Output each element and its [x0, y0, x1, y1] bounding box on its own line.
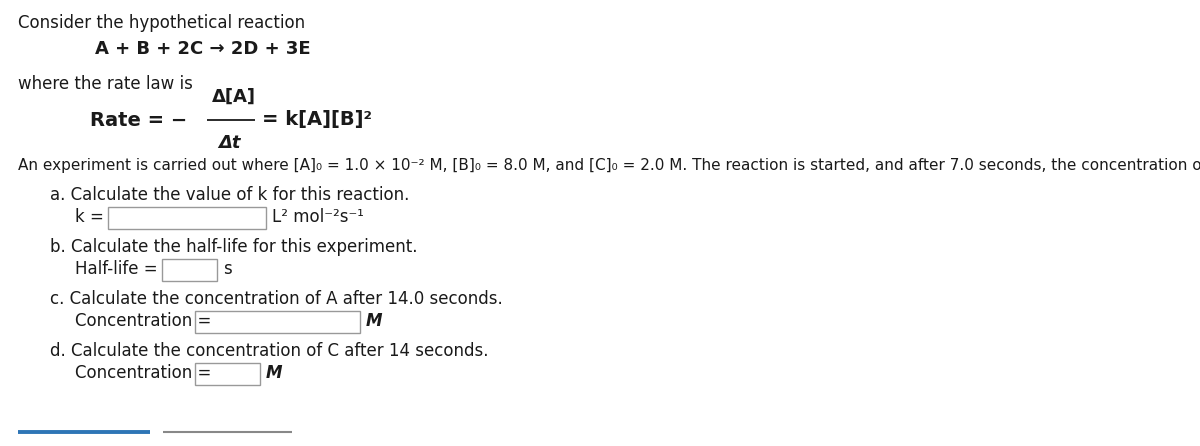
Text: M: M [366, 312, 383, 330]
Text: b. Calculate the half-life for this experiment.: b. Calculate the half-life for this expe… [50, 238, 418, 256]
Text: Half-life =: Half-life = [74, 260, 157, 278]
FancyBboxPatch shape [194, 311, 360, 333]
Text: Rate = −: Rate = − [90, 111, 187, 129]
Text: A + B + 2C → 2D + 3E: A + B + 2C → 2D + 3E [95, 40, 311, 58]
Text: d. Calculate the concentration of C after 14 seconds.: d. Calculate the concentration of C afte… [50, 342, 488, 360]
FancyBboxPatch shape [108, 207, 266, 229]
Text: Concentration =: Concentration = [74, 364, 211, 382]
Text: Consider the hypothetical reaction: Consider the hypothetical reaction [18, 14, 305, 32]
Text: k =: k = [74, 208, 104, 226]
Text: Δt: Δt [218, 134, 240, 152]
FancyBboxPatch shape [194, 363, 260, 385]
Text: where the rate law is: where the rate law is [18, 75, 193, 93]
Text: = k[A][B]²: = k[A][B]² [262, 111, 372, 129]
Text: Δ[A]: Δ[A] [212, 88, 256, 106]
Text: s: s [223, 260, 232, 278]
Text: An experiment is carried out where [A]₀ = 1.0 × 10⁻² M, [B]₀ = 8.0 M, and [C]₀ =: An experiment is carried out where [A]₀ … [18, 158, 1200, 173]
FancyBboxPatch shape [162, 259, 217, 281]
Text: a. Calculate the value of k for this reaction.: a. Calculate the value of k for this rea… [50, 186, 409, 204]
Text: M: M [266, 364, 282, 382]
Text: c. Calculate the concentration of A after 14.0 seconds.: c. Calculate the concentration of A afte… [50, 290, 503, 308]
Text: Concentration =: Concentration = [74, 312, 211, 330]
Text: L² mol⁻²s⁻¹: L² mol⁻²s⁻¹ [272, 208, 364, 226]
